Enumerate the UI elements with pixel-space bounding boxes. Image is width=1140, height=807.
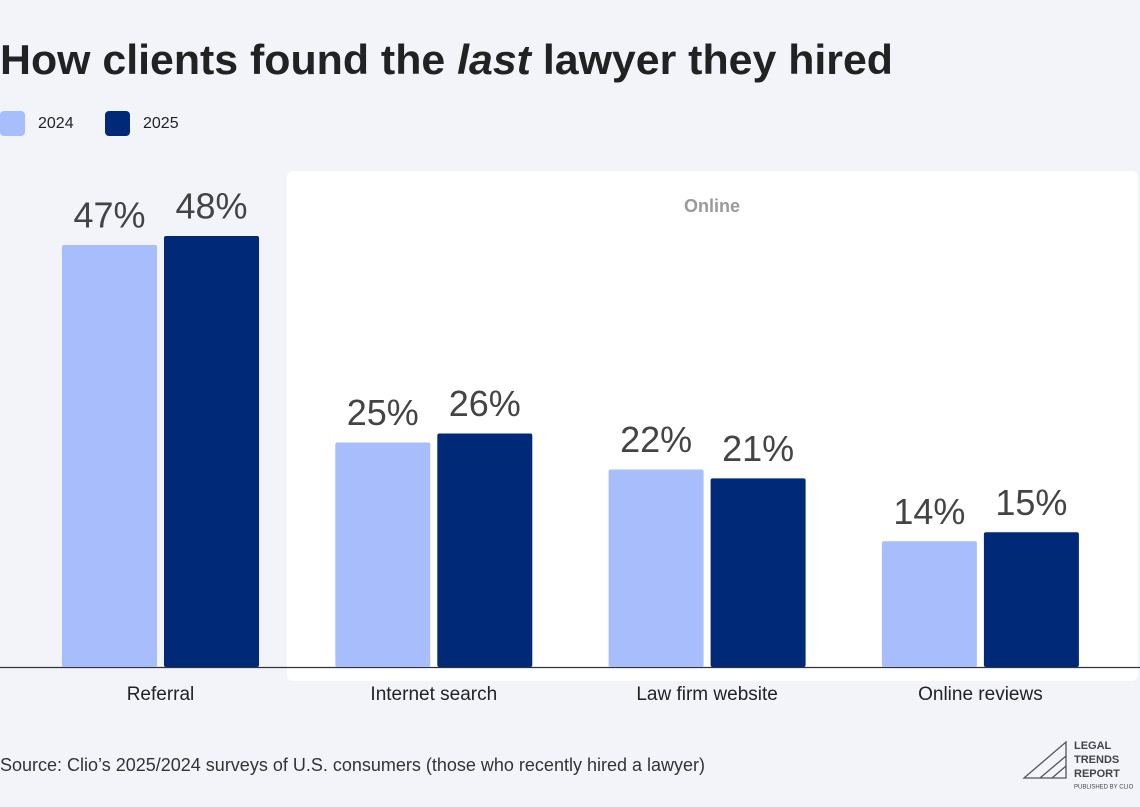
bar <box>710 478 806 667</box>
x-tick-label: Online reviews <box>918 684 1043 705</box>
bar <box>983 532 1079 667</box>
logo-line: LEGAL <box>1074 740 1112 752</box>
logo-line: TRENDS <box>1074 754 1119 766</box>
legend-label: 2024 <box>38 115 74 132</box>
bar <box>437 433 533 667</box>
legend-swatch <box>0 111 25 136</box>
source: Source: Clio’s 2025/2024 surveys of U.S.… <box>0 755 705 775</box>
legend-label: 2025 <box>143 115 179 132</box>
value-label: 26% <box>449 383 521 424</box>
value-label: 48% <box>175 185 247 226</box>
value-label: 25% <box>347 392 419 433</box>
x-tick-label: Referral <box>127 684 195 705</box>
logo-icon <box>1022 740 1067 779</box>
title-emphasis: last <box>457 36 533 83</box>
value-label: 14% <box>893 491 965 532</box>
logo-tagline: PUBLISHED BY CLIO <box>1074 785 1134 791</box>
chart-title: How clients found the last lawyer they h… <box>0 36 893 83</box>
value-label: 22% <box>620 419 692 460</box>
bar <box>881 541 977 667</box>
x-tick-label: Internet search <box>370 684 497 705</box>
title-part: How clients found the <box>0 36 457 83</box>
bar <box>608 469 704 667</box>
title-part: lawyer they hired <box>531 36 893 83</box>
value-label: 21% <box>722 428 794 469</box>
value-label: 47% <box>73 194 145 235</box>
value-label: 15% <box>995 482 1067 523</box>
group-label: Online <box>684 196 740 216</box>
logo: LEGAL TRENDS REPORT PUBLISHED BY CLIO <box>1022 740 1134 791</box>
x-tick-label: Law firm website <box>636 684 778 705</box>
logo-line: REPORT <box>1074 768 1120 780</box>
bar <box>62 244 157 667</box>
bar <box>335 442 431 667</box>
bar <box>164 235 259 667</box>
legend-swatch <box>105 111 130 136</box>
